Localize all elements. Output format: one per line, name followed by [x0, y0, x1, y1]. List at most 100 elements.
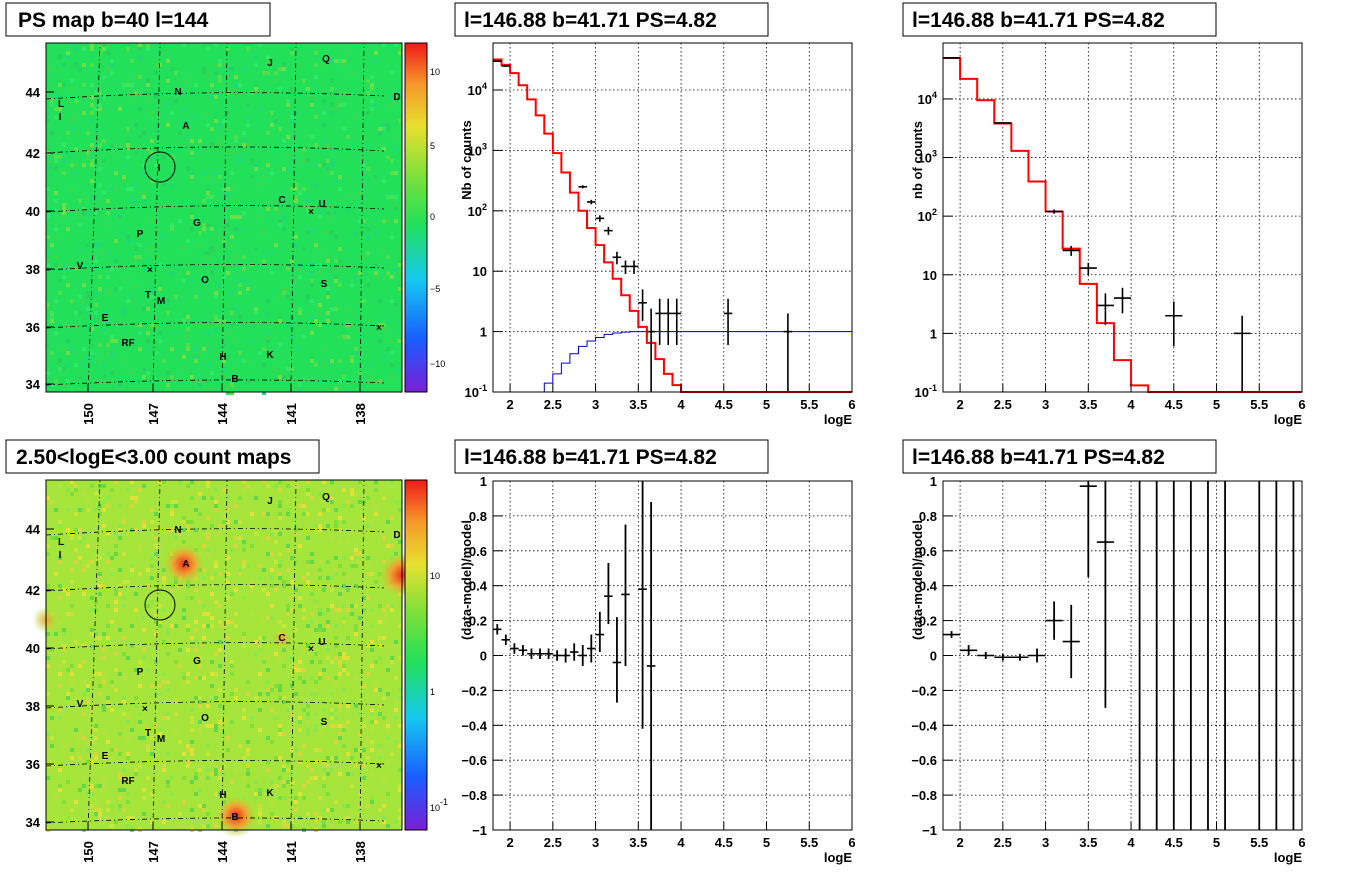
map-pixel: [314, 724, 318, 728]
map-pixel: [214, 71, 218, 75]
map-pixel: [202, 576, 206, 580]
map-pixel: [226, 223, 230, 227]
map-pixel: [254, 652, 258, 656]
sl-y-tick: 102: [468, 202, 487, 219]
map-pixel: [222, 375, 226, 379]
map-pixel: [202, 227, 206, 231]
map-pixel: [126, 752, 130, 756]
map-pixel: [186, 239, 190, 243]
map-pixel: [350, 612, 354, 616]
map-pixel: [238, 291, 242, 295]
map-pixel: [186, 315, 190, 319]
ps-colorbar-tick: 10: [430, 67, 440, 77]
map-pixel: [90, 804, 94, 808]
map-pixel: [282, 780, 286, 784]
map-pixel: [382, 636, 386, 640]
map-pixel: [318, 311, 322, 315]
map-pixel: [134, 247, 138, 251]
map-pixel: [246, 47, 250, 51]
map-pixel: [86, 195, 90, 199]
spectrum-right-x-ticks: 2 2.5 3 3.5 4 4.5 5 5.5 6: [956, 384, 1306, 412]
map-pixel: [334, 179, 338, 183]
map-pixel: [310, 95, 314, 99]
rl-x-tick: 2: [506, 835, 513, 850]
sr-point: [1079, 262, 1097, 275]
map-pixel: [330, 87, 334, 91]
map-pixel: [206, 123, 210, 127]
map-pixel: [62, 644, 66, 648]
map-pixel: [322, 612, 326, 616]
map-pixel: [226, 740, 230, 744]
map-pixel: [182, 680, 186, 684]
map-pixel: [150, 151, 154, 155]
sr-point: [1233, 315, 1251, 392]
map-pixel: [326, 319, 330, 323]
map-pixel: [58, 560, 62, 564]
map-pixel: [378, 636, 382, 640]
map-pixel: [126, 780, 130, 784]
map-pixel: [154, 536, 158, 540]
map-pixel: [66, 696, 70, 700]
map-pixel: [82, 283, 86, 287]
map-pixel: [118, 383, 122, 387]
sl-point: [493, 60, 502, 63]
map-pixel: [310, 331, 314, 335]
map-pixel: [126, 163, 130, 167]
map-pixel: [150, 752, 154, 756]
rr-point: [1011, 653, 1029, 661]
map-pixel: [378, 748, 382, 752]
map-pixel: [286, 568, 290, 572]
map-pixel: [322, 199, 326, 203]
map-pixel: [266, 680, 270, 684]
map-pixel: [258, 812, 262, 816]
map-pixel: [250, 175, 254, 179]
map-pixel: [90, 155, 94, 159]
map-pixel: [194, 355, 198, 359]
rl-y-tick: 0.4: [469, 579, 488, 594]
map-pixel: [362, 684, 366, 688]
map-pixel: [338, 335, 342, 339]
map-pixel: [334, 275, 338, 279]
map-pixel: [270, 584, 274, 588]
map-pixel: [94, 259, 98, 263]
map-pixel: [166, 688, 170, 692]
map-pixel: [318, 492, 322, 496]
map-pixel: [314, 812, 318, 816]
sr-point: [943, 57, 961, 59]
map-pixel: [254, 532, 258, 536]
map-pixel: [314, 163, 318, 167]
map-pixel: [102, 327, 106, 331]
map-pixel: [90, 295, 94, 299]
map-pixel: [214, 291, 218, 295]
map-pixel: [246, 279, 250, 283]
map-pixel: [234, 339, 238, 343]
map-pixel: [334, 800, 338, 804]
map-pixel: [150, 508, 154, 512]
map-pixel: [230, 187, 234, 191]
sr-y-tick: 104: [918, 90, 937, 107]
map-pixel: [114, 544, 118, 548]
map-pixel: [218, 143, 222, 147]
map-pixel: [350, 504, 354, 508]
map-pixel: [82, 363, 86, 367]
map-pixel: [214, 119, 218, 123]
sl-x-tick: 2: [506, 397, 513, 412]
map-pixel: [274, 568, 278, 572]
map-pixel: [186, 748, 190, 752]
rr-x-tick: 4.5: [1165, 835, 1183, 850]
map-pixel: [190, 480, 194, 484]
map-pixel: [198, 776, 202, 780]
map-pixel: [334, 211, 338, 215]
map-pixel: [270, 568, 274, 572]
map-pixel: [382, 179, 386, 183]
map-pixel: [170, 584, 174, 588]
map-pixel: [122, 648, 126, 652]
map-pixel: [98, 275, 102, 279]
map-pixel: [102, 776, 106, 780]
map-pixel: [242, 564, 246, 568]
map-pixel: [218, 620, 222, 624]
map-pixel: [202, 528, 206, 532]
map-pixel: [70, 568, 74, 572]
map-pixel: [378, 644, 382, 648]
